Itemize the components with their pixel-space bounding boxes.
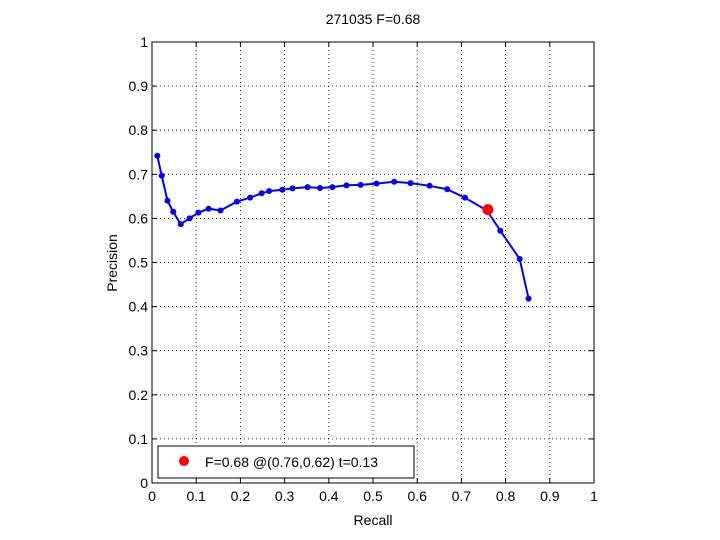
data-point <box>205 205 212 212</box>
data-point <box>170 208 177 215</box>
data-point <box>164 197 171 204</box>
data-point <box>357 181 364 188</box>
x-axis-ticks: 0 0.1 0.2 0.3 0.4 0.5 0.6 0.7 0.8 0.9 1 <box>148 42 598 504</box>
data-point <box>217 207 224 214</box>
best-f-point <box>482 204 494 216</box>
legend-entry-label: F=0.68 @(0.76,0.62) t=0.13 <box>205 454 378 470</box>
data-point <box>407 180 414 187</box>
data-point <box>444 186 451 193</box>
x-tick-label: 1 <box>590 488 598 504</box>
x-tick-label: 0.9 <box>540 488 560 504</box>
data-point <box>195 209 202 216</box>
legend-marker <box>179 456 189 466</box>
y-axis-label: Precision <box>104 234 120 292</box>
x-tick-label: 0.8 <box>496 488 516 504</box>
data-point <box>279 186 286 193</box>
y-tick-label: 0 <box>140 475 148 491</box>
y-tick-label: 0.8 <box>129 122 149 138</box>
data-point <box>266 188 273 195</box>
grid <box>152 42 594 483</box>
y-tick-label: 0.7 <box>129 166 149 182</box>
data-point <box>186 215 193 222</box>
x-tick-label: 0.2 <box>231 488 251 504</box>
y-tick-label: 0.5 <box>129 255 149 271</box>
data-point <box>516 255 523 262</box>
x-tick-label: 0.4 <box>319 488 339 504</box>
data-point <box>391 178 398 185</box>
data-point <box>461 194 468 201</box>
data-point <box>426 182 433 189</box>
legend: F=0.68 @(0.76,0.62) t=0.13 <box>157 445 415 479</box>
data-point <box>304 184 311 191</box>
series-group <box>154 152 532 302</box>
data-point <box>154 152 161 159</box>
x-tick-label: 0.7 <box>452 488 472 504</box>
data-point <box>525 295 532 302</box>
data-point <box>343 182 350 189</box>
y-tick-label: 0.1 <box>129 431 149 447</box>
data-point <box>247 194 254 201</box>
data-point <box>177 221 184 228</box>
y-tick-label: 1 <box>140 34 148 50</box>
x-tick-label: 0.3 <box>275 488 295 504</box>
data-point <box>158 172 165 179</box>
y-tick-label: 0.3 <box>129 343 149 359</box>
data-point <box>289 185 296 192</box>
data-point <box>316 184 323 191</box>
chart-title: 271035 F=0.68 <box>326 11 421 27</box>
data-point <box>497 227 504 234</box>
legend-box <box>157 445 415 479</box>
x-tick-label: 0.1 <box>186 488 206 504</box>
y-axis-ticks: 0 0.1 0.2 0.3 0.4 0.5 0.6 0.7 0.8 0.9 1 <box>129 34 594 491</box>
data-point <box>258 190 265 197</box>
data-point <box>233 198 240 205</box>
data-point <box>373 180 380 187</box>
y-tick-label: 0.9 <box>129 78 149 94</box>
y-tick-label: 0.2 <box>129 387 149 403</box>
data-point <box>329 184 336 191</box>
y-tick-label: 0.6 <box>129 210 149 226</box>
x-tick-label: 0.5 <box>363 488 383 504</box>
x-tick-label: 0 <box>148 488 156 504</box>
x-tick-label: 0.6 <box>407 488 427 504</box>
x-axis-label: Recall <box>354 512 393 528</box>
y-tick-label: 0.4 <box>129 299 149 315</box>
